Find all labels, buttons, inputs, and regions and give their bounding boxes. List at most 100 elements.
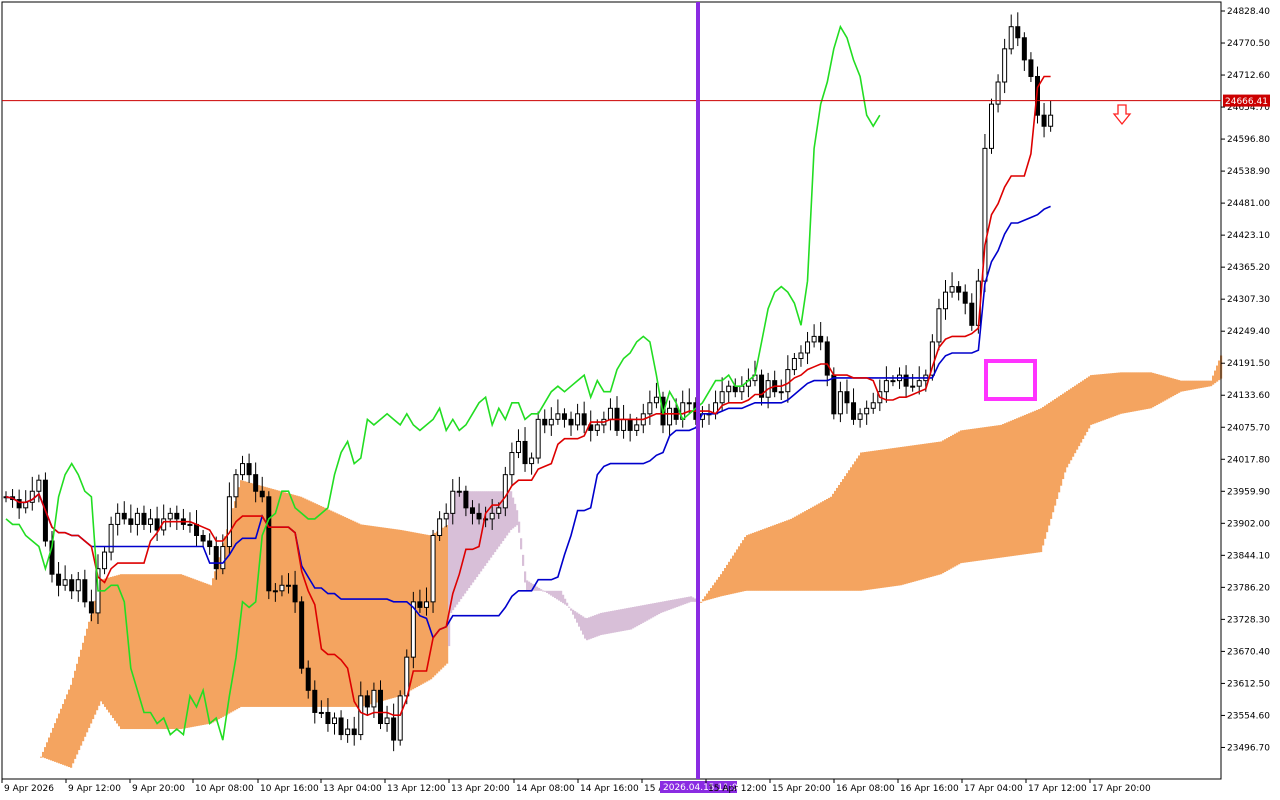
cloud-strip (534, 585, 537, 591)
cloud-strip (1218, 360, 1221, 381)
cloud-strip (336, 513, 339, 707)
cloud-strip (810, 507, 813, 591)
candle (883, 380, 889, 393)
candle (916, 380, 922, 387)
cloud-strip (494, 491, 497, 553)
cloud-strip (682, 597, 685, 605)
cloud-strip (408, 531, 411, 692)
cloud-strip (734, 552, 737, 594)
candle (345, 728, 351, 736)
cloud-strip (642, 605, 645, 623)
cloud-strip (870, 451, 873, 590)
cloud-strip (178, 574, 181, 730)
cloud-strip (396, 529, 399, 697)
cloud-strip (104, 578, 107, 707)
cloud-strip (950, 435, 953, 569)
candle (995, 81, 1001, 105)
candle (292, 584, 298, 603)
cloud-strip (914, 445, 917, 582)
y-tick-label: 24481.00 (1227, 199, 1270, 209)
cloud-strip (512, 497, 515, 529)
cloud-strip (1154, 373, 1157, 407)
candle (548, 418, 554, 426)
y-tick-label: 23670.40 (1227, 647, 1270, 657)
cloud-strip (882, 449, 885, 588)
x-tick-label: 9 Apr 2026 (4, 784, 54, 794)
candle (621, 418, 627, 431)
price-badge-label: 24666.41 (1225, 97, 1268, 107)
cloud-strip (264, 486, 267, 707)
candle (437, 518, 443, 536)
cloud-strip (826, 498, 829, 591)
cloud-strip (618, 609, 621, 632)
cloud-strip (122, 574, 125, 730)
x-tick-label: 10 Apr 08:00 (195, 784, 254, 794)
candle (351, 728, 357, 736)
candle (515, 440, 521, 454)
candle (890, 380, 896, 383)
cloud-strip (602, 612, 605, 635)
cloud-strip (970, 429, 973, 562)
x-tick-label: 9 Apr 20:00 (132, 784, 185, 794)
cloud-strip (962, 430, 965, 563)
candle (949, 286, 955, 293)
cloud-strip (600, 612, 603, 636)
cloud-strip (594, 615, 597, 638)
cloud-strip (522, 554, 525, 566)
cloud-strip (720, 574, 723, 597)
cloud-strip (916, 444, 919, 581)
cloud-strip (1134, 372, 1137, 412)
cloud-strip (580, 615, 583, 631)
candle (148, 518, 154, 525)
cloud-strip (868, 451, 871, 590)
cloud-strip (564, 598, 567, 605)
y-tick-label: 23496.70 (1227, 743, 1270, 753)
cloud-strip (368, 525, 371, 705)
cloud-strip (174, 574, 177, 730)
candle (29, 490, 35, 503)
cloud-strip (100, 579, 103, 702)
candle (1034, 75, 1040, 116)
cloud-strip (1024, 414, 1027, 555)
cloud-strip (78, 656, 81, 751)
cloud-strip (960, 430, 963, 564)
cloud-strip (256, 484, 259, 707)
cloud-strip (1176, 379, 1179, 394)
candle (358, 695, 364, 736)
cloud-strip (112, 576, 115, 718)
candle (476, 512, 482, 520)
cloud-strip (1014, 419, 1017, 556)
cloud-strip (1202, 380, 1205, 388)
cloud-strip (980, 427, 983, 561)
candle (529, 457, 535, 465)
candle (634, 424, 640, 431)
cloud-strip (518, 521, 521, 533)
x-tick-label: 9 Apr 12:00 (68, 784, 121, 794)
candle (194, 523, 200, 536)
cloud-strip (886, 448, 889, 588)
candle (811, 335, 817, 343)
cloud-strip (1146, 372, 1149, 410)
cloud-strip (972, 428, 975, 562)
cloud-strip (1114, 372, 1117, 417)
cloud-strip (378, 526, 381, 702)
cloud-strip (674, 599, 677, 608)
cloud-strip (566, 602, 569, 606)
candle (535, 418, 541, 459)
cloud-strip (1184, 380, 1187, 391)
candle (798, 352, 804, 360)
cloud-strip (1208, 380, 1211, 387)
cloud-strip (346, 517, 349, 707)
cloud-strip (862, 452, 865, 591)
cloud-strip (110, 576, 113, 716)
candle (88, 601, 94, 614)
candle (272, 590, 278, 593)
cloud-strip (236, 494, 239, 710)
x-cursor-label: 2026.04.15 11:00 (663, 783, 744, 793)
cloud-strip (584, 617, 587, 639)
y-tick-label: 24017.80 (1227, 455, 1270, 465)
y-tick-label: 24249.40 (1227, 327, 1270, 337)
cloud-strip (398, 529, 401, 697)
cloud-strip (572, 609, 575, 615)
